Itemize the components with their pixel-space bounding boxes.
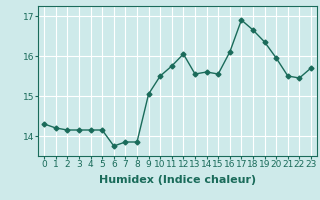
X-axis label: Humidex (Indice chaleur): Humidex (Indice chaleur) (99, 175, 256, 185)
